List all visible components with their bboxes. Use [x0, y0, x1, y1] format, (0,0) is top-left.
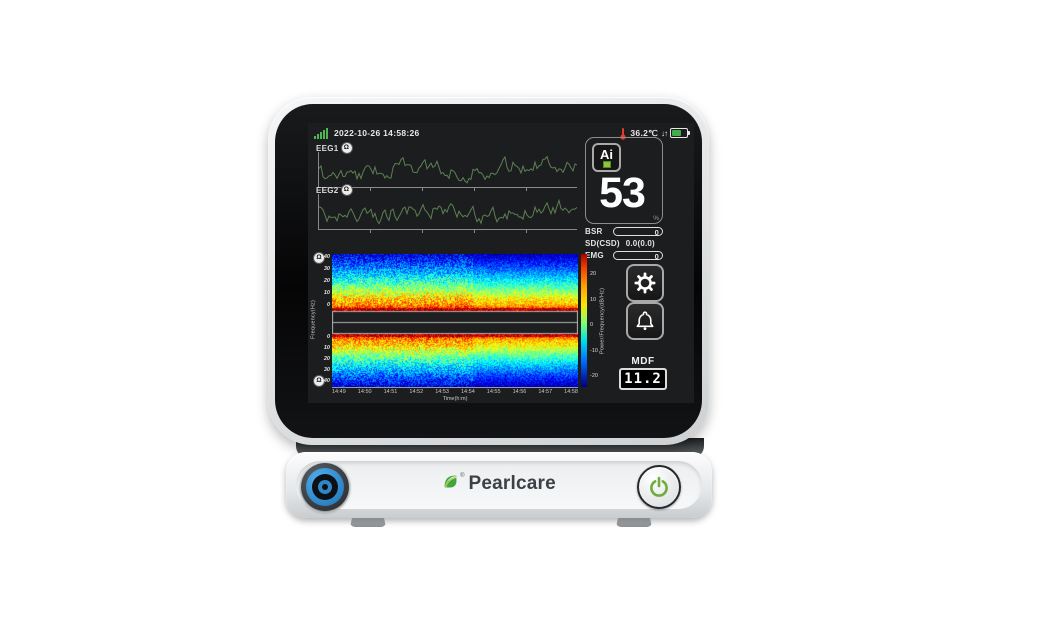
impedance-icon: Ω: [340, 184, 353, 196]
sd-value: 0.0(0.0): [625, 239, 655, 248]
colorbar-label: Power/Frequency(dB/Hz): [599, 287, 606, 354]
temperature-label: 36.2℃: [630, 127, 658, 138]
mdf-label: MDF: [631, 356, 655, 367]
freq-ticks-top: 40 30 20 10 0: [323, 254, 330, 308]
power-icon: [650, 476, 668, 497]
bell-icon: [636, 311, 654, 330]
time-axis-label: Time(h:m): [442, 396, 468, 402]
brand-name: Pearlcare: [468, 473, 556, 494]
ai-index-unit: %: [653, 215, 659, 222]
mdf-display: 11.2: [619, 368, 667, 390]
eeg1-label: EEG1: [316, 143, 339, 153]
spectrogram-canvas: [332, 254, 578, 387]
ai-logo-icon: Ai: [592, 143, 621, 172]
ai-index-panel: Ai 53 %: [585, 137, 663, 224]
bsr-label: BSR: [585, 227, 603, 236]
eeg1-label-row: EEG1 Ω: [316, 142, 353, 154]
colorbar: [581, 254, 587, 387]
impedance-icon: Ω: [313, 375, 325, 387]
bsr-value: 0: [613, 227, 663, 237]
impedance-icon: Ω: [340, 142, 353, 154]
datetime-label: 2022-10-26 14:58:26: [334, 128, 420, 138]
brand-leaf-icon: [444, 475, 457, 488]
bsr-row: BSR 0: [585, 226, 663, 237]
freq-ticks-bottom: 0 10 20 30 40: [323, 334, 330, 384]
emg-value: 0: [613, 251, 663, 261]
monitor-screen: 2022-10-26 14:58:26 36.2℃ ↓↑ EEG1 Ω: [308, 123, 694, 403]
monitor-bezel: 2022-10-26 14:58:26 36.2℃ ↓↑ EEG1 Ω: [275, 104, 702, 438]
eeg2-waveform: [319, 198, 577, 225]
alarm-button[interactable]: [626, 302, 664, 340]
status-bar: 2022-10-26 14:58:26 36.2℃ ↓↑: [314, 126, 690, 140]
eeg1-waveform: [319, 155, 577, 184]
impedance-icon: Ω: [313, 252, 325, 264]
time-ticks: 14:49 14:50 14:51 14:52 14:53 14:54 14:5…: [332, 389, 578, 395]
battery-icon: [670, 128, 690, 138]
signal-strength-icon: [314, 127, 328, 139]
ai-index-value: 53: [599, 169, 646, 217]
eeg2-label: EEG2: [316, 185, 339, 195]
emg-label: EMG: [585, 251, 604, 260]
monitor-housing: 2022-10-26 14:58:26 36.2℃ ↓↑ EEG1 Ω: [268, 97, 709, 445]
brand-logo: ® Pearlcare: [286, 473, 712, 495]
event-arrows-icon: ↓↑: [661, 128, 668, 138]
frequency-axis-label: Frequency(Hz): [310, 300, 317, 340]
sd-row: SD(CSD) 0.0(0.0): [585, 238, 663, 249]
gear-icon: [634, 272, 656, 294]
settings-button[interactable]: [626, 264, 664, 302]
emg-row: EMG 0: [585, 250, 663, 261]
eeg2-waveform-plot: [318, 194, 577, 233]
base-recess: [296, 461, 702, 509]
eeg2-label-row: EEG2 Ω: [316, 184, 353, 196]
power-button[interactable]: [637, 465, 681, 509]
base-unit: ® Pearlcare: [286, 452, 712, 518]
colorbar-ticks: 20 10 0 -10 -20: [590, 271, 598, 379]
eeg1-waveform-plot: [318, 152, 577, 191]
ai-status-dot: [602, 161, 611, 168]
ai-logo-text: Ai: [600, 147, 613, 162]
registered-mark: ®: [460, 473, 465, 479]
sd-label: SD(CSD): [585, 239, 620, 248]
rotary-knob[interactable]: [301, 463, 349, 511]
